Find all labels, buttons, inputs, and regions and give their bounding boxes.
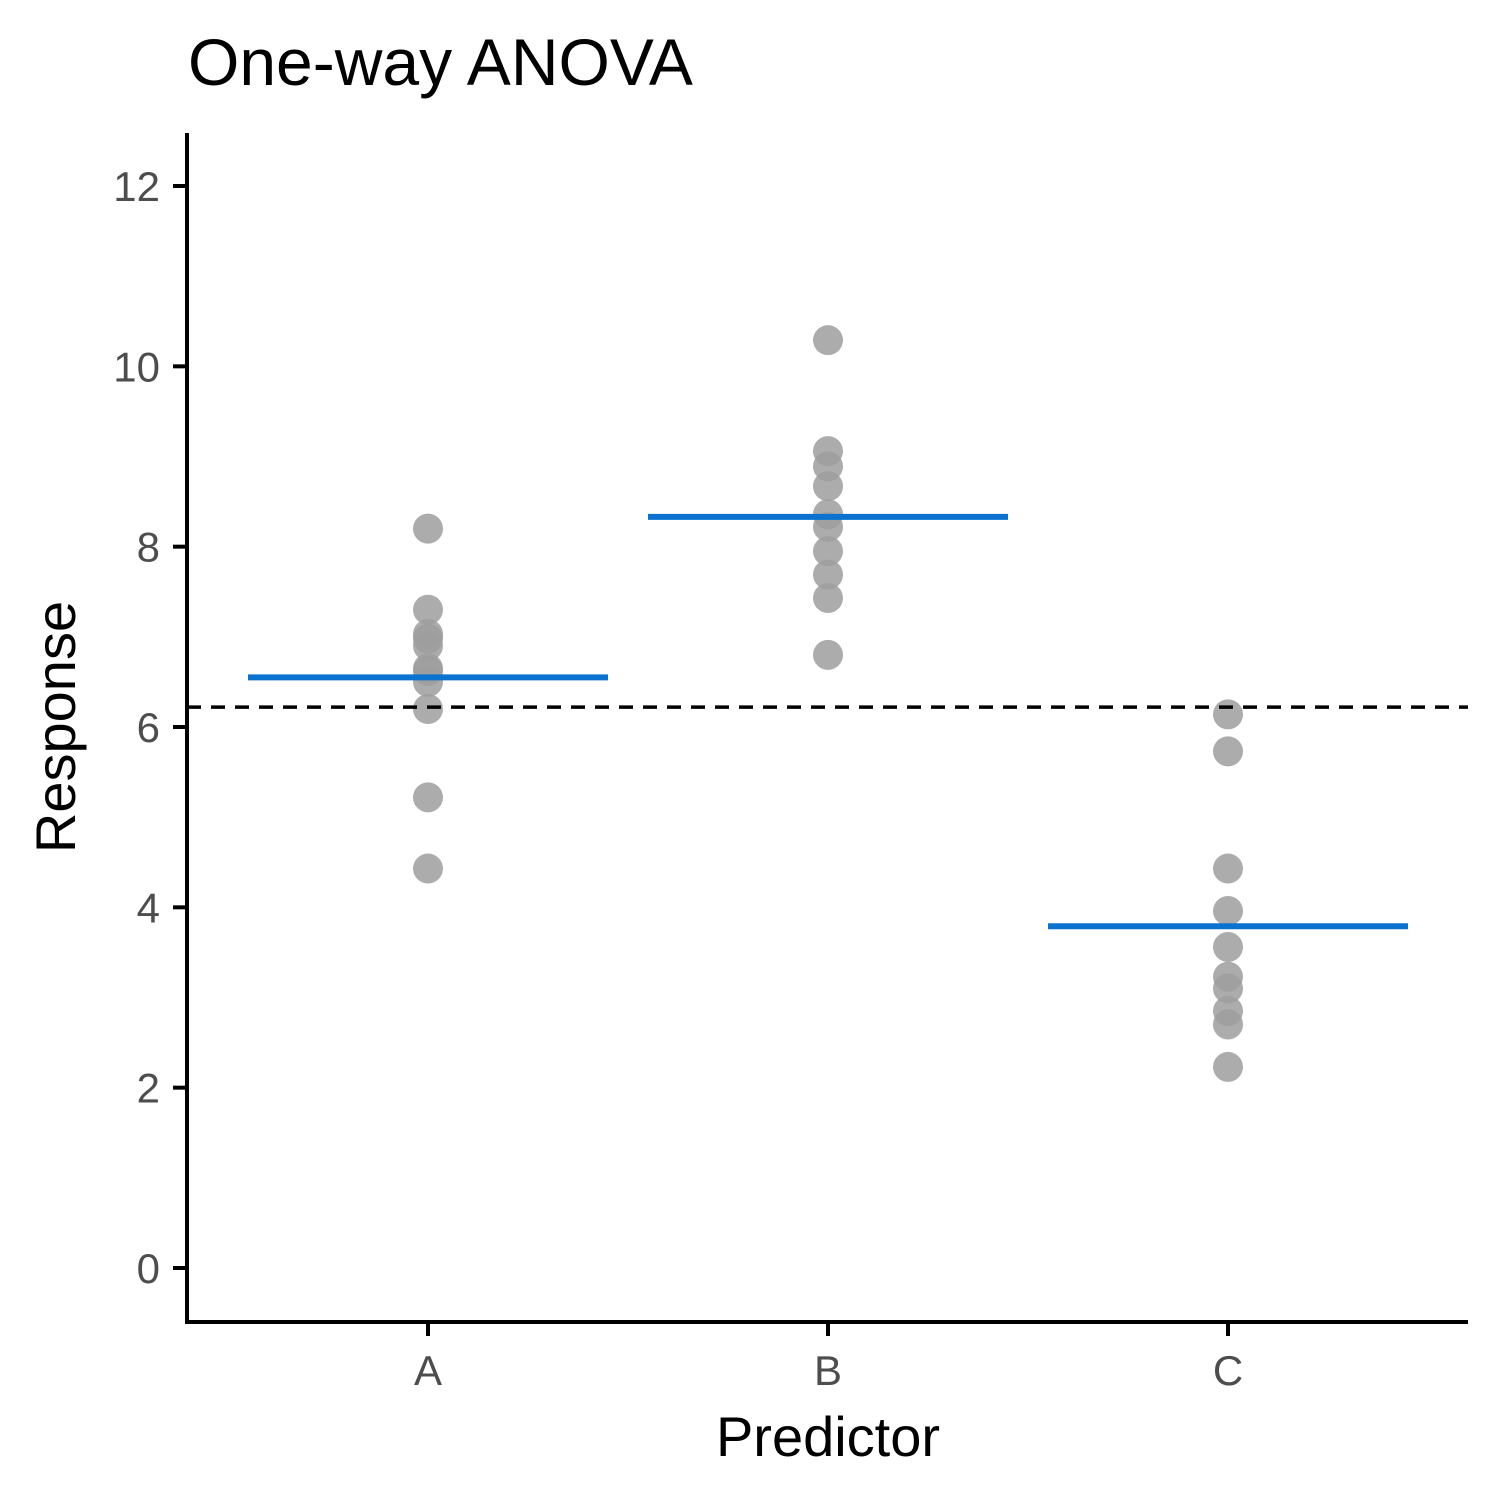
data-point bbox=[1213, 853, 1243, 884]
data-point bbox=[813, 536, 843, 567]
data-point bbox=[1213, 699, 1243, 730]
data-point bbox=[813, 583, 843, 614]
x-tick-label: C bbox=[1213, 1347, 1243, 1394]
data-point bbox=[413, 782, 443, 813]
data-point bbox=[413, 594, 443, 625]
y-tick-label: 0 bbox=[137, 1245, 160, 1292]
data-point bbox=[1213, 736, 1243, 767]
data-point bbox=[813, 559, 843, 590]
x-axis-title: Predictor bbox=[716, 1405, 940, 1468]
data-point bbox=[1213, 895, 1243, 926]
data-point bbox=[1213, 1051, 1243, 1082]
data-point bbox=[413, 693, 443, 724]
y-tick-label: 2 bbox=[137, 1065, 160, 1112]
y-tick-label: 4 bbox=[137, 884, 160, 931]
y-axis-title: Response bbox=[24, 601, 87, 853]
data-point bbox=[413, 853, 443, 884]
data-point bbox=[1213, 973, 1243, 1004]
y-tick-label: 6 bbox=[137, 704, 160, 751]
y-tick-label: 8 bbox=[137, 524, 160, 571]
y-tick-label: 12 bbox=[113, 163, 160, 210]
data-point bbox=[413, 666, 443, 697]
data-point bbox=[813, 639, 843, 670]
data-point bbox=[1213, 932, 1243, 963]
chart-marks: 0 2 4 6 8 10 12 A B C bbox=[113, 133, 1468, 1394]
x-tick-label: A bbox=[414, 1347, 442, 1394]
data-point bbox=[413, 513, 443, 544]
data-point bbox=[413, 630, 443, 661]
x-tick-label: B bbox=[814, 1347, 842, 1394]
data-point bbox=[813, 325, 843, 356]
y-tick-label: 10 bbox=[113, 343, 160, 390]
data-point bbox=[813, 471, 843, 502]
data-point bbox=[1213, 1009, 1243, 1040]
chart-title: One-way ANOVA bbox=[188, 25, 693, 99]
